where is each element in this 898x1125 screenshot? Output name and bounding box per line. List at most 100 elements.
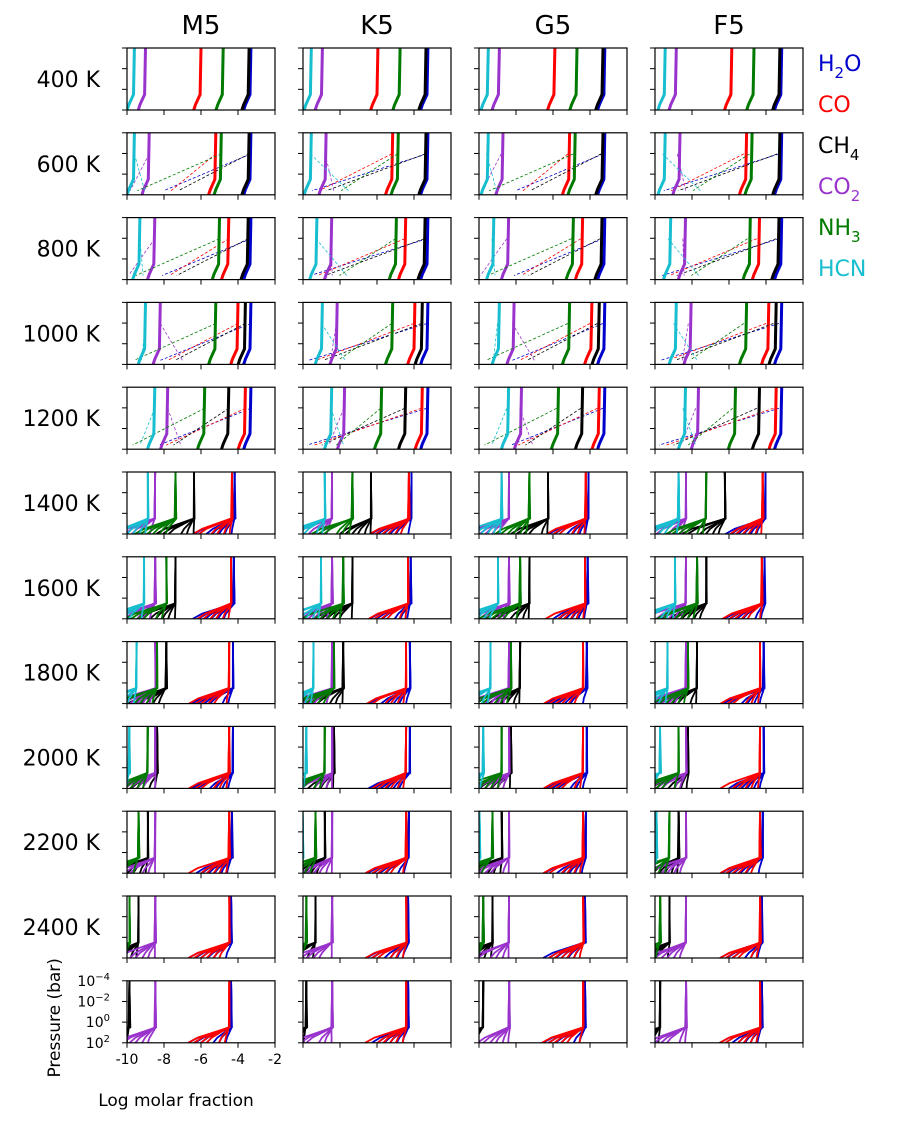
series-line-co xyxy=(384,132,395,195)
panel xyxy=(298,132,452,200)
series-line-ch4 xyxy=(303,980,309,1032)
series-dashed-co xyxy=(319,153,392,192)
panel xyxy=(298,217,452,285)
series-dashed-h2o xyxy=(161,238,252,276)
series-line-hcn xyxy=(294,896,298,958)
series-line-hcn xyxy=(127,132,136,195)
series-line-co2 xyxy=(689,387,700,450)
series-line-ch4 xyxy=(303,980,308,1030)
series-line-nh3 xyxy=(115,981,121,1043)
series-line-co2 xyxy=(479,811,511,871)
series-line-nh3 xyxy=(341,472,355,534)
series-dashed-co2 xyxy=(511,323,535,361)
series-line-hcn xyxy=(458,896,474,958)
series-line-nh3 xyxy=(266,981,297,1043)
series-line-ch4 xyxy=(594,48,605,110)
series-line-hcn xyxy=(303,811,305,859)
series-line-hcn xyxy=(103,811,126,873)
series-line-co xyxy=(750,217,761,280)
series-dashed-hcn xyxy=(682,408,696,446)
panel-grid xyxy=(77,47,804,1048)
series-line-co xyxy=(207,132,218,195)
series-line-co xyxy=(229,302,240,365)
series-line-hcn xyxy=(256,896,297,958)
series-line-hcn xyxy=(643,981,647,1043)
panel xyxy=(650,640,804,709)
series-line-hcn xyxy=(479,811,481,859)
series-dashed-ch4 xyxy=(324,238,425,276)
series-line-nh3 xyxy=(479,811,495,864)
series-line-hcn xyxy=(479,811,481,860)
x-tick-label: -10 xyxy=(116,1052,139,1068)
series-line-co xyxy=(554,896,585,958)
series-line-nh3 xyxy=(127,896,131,947)
legend-item-ch4: CH4 xyxy=(818,134,859,164)
series-dashed-hcn xyxy=(315,238,348,276)
legend-item-hcn: HCN xyxy=(818,257,866,282)
series-line-nh3 xyxy=(568,48,579,110)
panel-frame xyxy=(126,471,276,535)
series-line-h2o xyxy=(596,132,607,195)
series-line-hcn xyxy=(110,896,120,958)
series-line-nh3 xyxy=(560,302,572,365)
series-line-ch4 xyxy=(479,980,485,1033)
series-line-hcn xyxy=(655,811,658,860)
series-line-co xyxy=(406,302,417,365)
series-dashed-nh3 xyxy=(337,323,393,361)
series-line-co2 xyxy=(490,641,511,704)
series-dashed-co xyxy=(521,238,582,276)
series-line-nh3 xyxy=(566,132,577,195)
panel xyxy=(298,640,452,709)
panel xyxy=(650,725,804,794)
series-line-h2o xyxy=(242,302,253,365)
series-line-co2 xyxy=(134,896,157,958)
series-line-ch4 xyxy=(770,217,781,280)
series-line-ch4 xyxy=(240,48,251,110)
panel xyxy=(77,980,276,1048)
series-line-h2o xyxy=(773,302,784,365)
series-line-hcn xyxy=(445,896,474,958)
series-line-nh3 xyxy=(139,472,177,534)
series-dashed-ch4 xyxy=(321,407,405,446)
series-line-h2o xyxy=(596,302,607,365)
series-line-nh3 xyxy=(127,726,149,784)
series-line-nh3 xyxy=(549,387,560,450)
panel-frame xyxy=(126,301,276,365)
series-line-hcn xyxy=(667,302,678,365)
series-line-co xyxy=(369,48,380,110)
series-line-ch4 xyxy=(127,980,132,1030)
series-line-co xyxy=(395,896,408,958)
series-dashed-h2o xyxy=(311,153,428,192)
series-line-ch4 xyxy=(705,472,726,534)
series-line-nh3 xyxy=(614,981,651,1043)
series-line-nh3 xyxy=(609,981,652,1043)
panel xyxy=(609,980,804,1048)
series-line-co2 xyxy=(159,387,170,450)
series-line-hcn xyxy=(305,556,322,619)
panel xyxy=(122,217,276,285)
x-tick-label: -8 xyxy=(157,1052,171,1068)
series-line-nh3 xyxy=(77,981,120,1043)
series-dashed-ch4 xyxy=(673,407,757,446)
series-dashed-ch4 xyxy=(525,407,582,446)
series-dashed-hcn xyxy=(141,323,146,361)
series-dashed-h2o xyxy=(515,153,604,192)
series-dashed-nh3 xyxy=(692,153,750,192)
series-line-h2o xyxy=(773,217,784,280)
panel xyxy=(650,556,804,624)
series-line-hcn xyxy=(116,811,126,873)
series-line-ch4 xyxy=(312,896,317,958)
series-line-co xyxy=(377,726,408,789)
series-line-nh3 xyxy=(160,556,168,619)
series-line-hcn xyxy=(270,981,293,1043)
series-line-hcn xyxy=(127,641,138,704)
panel xyxy=(650,895,804,963)
series-line-nh3 xyxy=(303,811,318,869)
series-line-hcn xyxy=(655,726,661,776)
series-line-hcn xyxy=(303,726,308,776)
series-line-hcn xyxy=(303,48,313,110)
series-line-co2 xyxy=(682,302,693,365)
series-dashed-ch4 xyxy=(326,153,426,192)
series-dashed-ch4 xyxy=(530,153,602,192)
series-line-ch4 xyxy=(573,387,585,450)
